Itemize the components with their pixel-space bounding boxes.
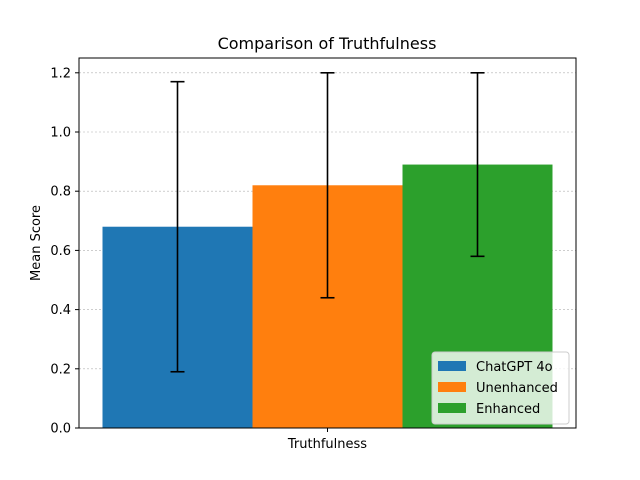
x-tick-label: Truthfulness: [287, 437, 367, 452]
legend-label: ChatGPT 4o: [476, 360, 553, 375]
legend-box: [431, 351, 570, 425]
y-axis-ticks: 0.0 0.2 0.4 0.6 0.8 1.0 1.2: [50, 66, 79, 437]
error-bars: [170, 72, 485, 373]
y-tick-label: 1.0: [50, 126, 71, 141]
y-tick-label: 1.2: [50, 66, 71, 81]
y-tick-label: 0.6: [50, 244, 71, 259]
legend-swatch: [438, 361, 466, 371]
chart-title: Comparison of Truthfulness: [218, 34, 437, 53]
y-tick-label: 0.2: [50, 362, 71, 377]
y-tick-label: 0.0: [50, 422, 71, 437]
legend-label: Enhanced: [476, 402, 540, 417]
y-tick-label: 0.4: [50, 303, 71, 318]
legend-label: Unenhanced: [476, 381, 558, 396]
legend-swatch: [438, 403, 466, 413]
y-axis-label: Mean Score: [29, 205, 44, 281]
x-axis-ticks: Truthfulness: [287, 428, 367, 452]
y-tick-label: 0.8: [50, 185, 71, 200]
legend: ChatGPT 4o Unenhanced Enhanced: [431, 351, 570, 425]
legend-swatch: [438, 382, 466, 392]
